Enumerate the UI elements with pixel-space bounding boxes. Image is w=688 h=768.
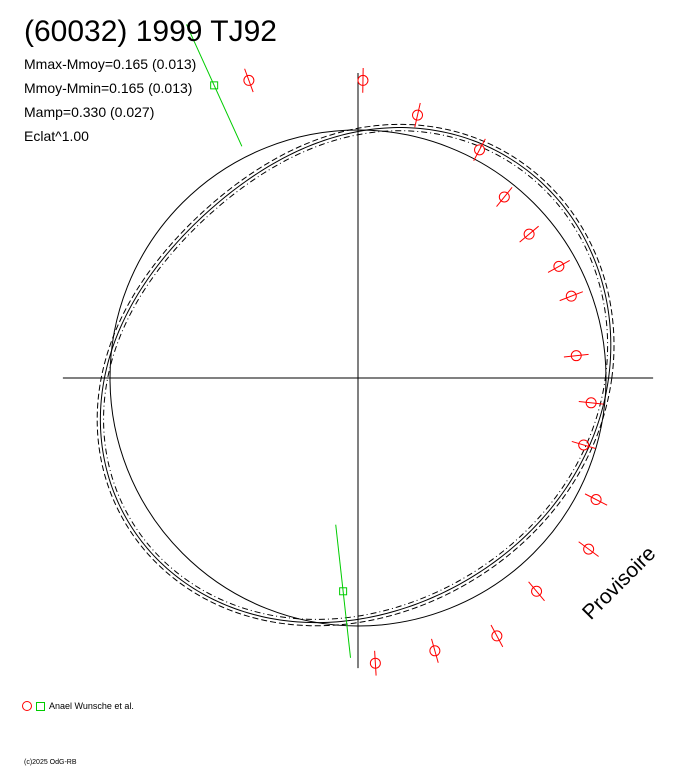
error-bar	[559, 291, 584, 302]
error-line	[185, 24, 243, 147]
circle-marker	[498, 191, 510, 203]
circle-marker	[553, 260, 565, 272]
circle-marker	[243, 74, 255, 86]
data-point-square	[185, 24, 243, 147]
data-point-circle	[528, 581, 545, 602]
stat-eclat: Eclat^1.00	[24, 128, 89, 144]
data-point-square	[335, 524, 352, 658]
curves	[96, 123, 615, 627]
circle-marker	[357, 74, 369, 86]
stat-mmoy-mmin: Mmoy-Mmin=0.165 (0.013)	[24, 80, 193, 96]
error-bar	[473, 138, 486, 162]
circle-marker	[585, 397, 597, 409]
data-point-circle	[571, 439, 596, 451]
data-point-circle	[519, 225, 539, 243]
error-bar	[374, 650, 377, 676]
data-point-circle	[584, 493, 608, 506]
data-point-circle	[412, 102, 424, 128]
square-marker	[210, 81, 219, 90]
chart-title: (60032) 1999 TJ92	[24, 15, 277, 48]
error-bar	[563, 353, 589, 358]
circle-marker	[570, 350, 582, 362]
stat-mamp: Mamp=0.330 (0.027)	[24, 104, 155, 120]
axes	[62, 72, 654, 669]
mean-lightcurve	[99, 127, 612, 624]
data-point-circle	[563, 350, 589, 362]
circle-marker	[474, 144, 486, 156]
data-points	[185, 24, 608, 676]
circle-marker	[590, 494, 602, 506]
circle-marker	[491, 630, 503, 642]
reference-circle	[109, 129, 607, 627]
data-point-circle	[429, 638, 441, 663]
data-point-circle	[243, 68, 255, 93]
error-line	[335, 524, 352, 658]
error-bar	[244, 68, 254, 93]
data-point-circle	[547, 259, 570, 273]
circle-marker	[583, 543, 595, 555]
circle-marker	[531, 585, 543, 597]
error-bar	[584, 493, 608, 506]
error-bar	[496, 187, 513, 207]
data-point-circle	[559, 290, 584, 302]
circle-marker	[523, 228, 535, 240]
error-bar	[490, 624, 504, 648]
data-point-circle	[357, 67, 369, 93]
data-point-circle	[473, 138, 486, 162]
circle-marker	[412, 109, 424, 121]
data-point-circle	[578, 541, 599, 557]
data-point-circle	[490, 624, 504, 648]
data-point-circle	[369, 650, 381, 676]
data-point-circle	[578, 397, 604, 409]
error-bar	[547, 259, 570, 273]
legend-circle-marker-icon	[22, 701, 32, 711]
error-bar	[578, 541, 599, 557]
circle-marker	[578, 439, 590, 451]
legend-label: Anael Wunsche et al.	[49, 701, 134, 711]
data-point-circle	[496, 187, 513, 207]
copyright: (c)2025 OdG-RB	[24, 759, 77, 766]
error-bar	[414, 102, 421, 128]
error-bar	[528, 581, 545, 602]
square-marker	[339, 587, 348, 596]
circle-marker	[369, 657, 381, 669]
legend: Anael Wunsche et al.	[22, 700, 134, 712]
upper-envelope-curve	[96, 123, 615, 627]
lower-envelope-curve	[103, 130, 609, 620]
error-bar	[431, 638, 439, 663]
circle-marker	[565, 290, 577, 302]
legend-square-marker-icon	[36, 701, 45, 711]
circle-marker	[429, 645, 441, 657]
error-bar	[571, 440, 596, 449]
error-bar	[578, 400, 604, 405]
error-bar	[519, 225, 539, 243]
stat-mmax-mmoy: Mmax-Mmoy=0.165 (0.013)	[24, 56, 197, 72]
